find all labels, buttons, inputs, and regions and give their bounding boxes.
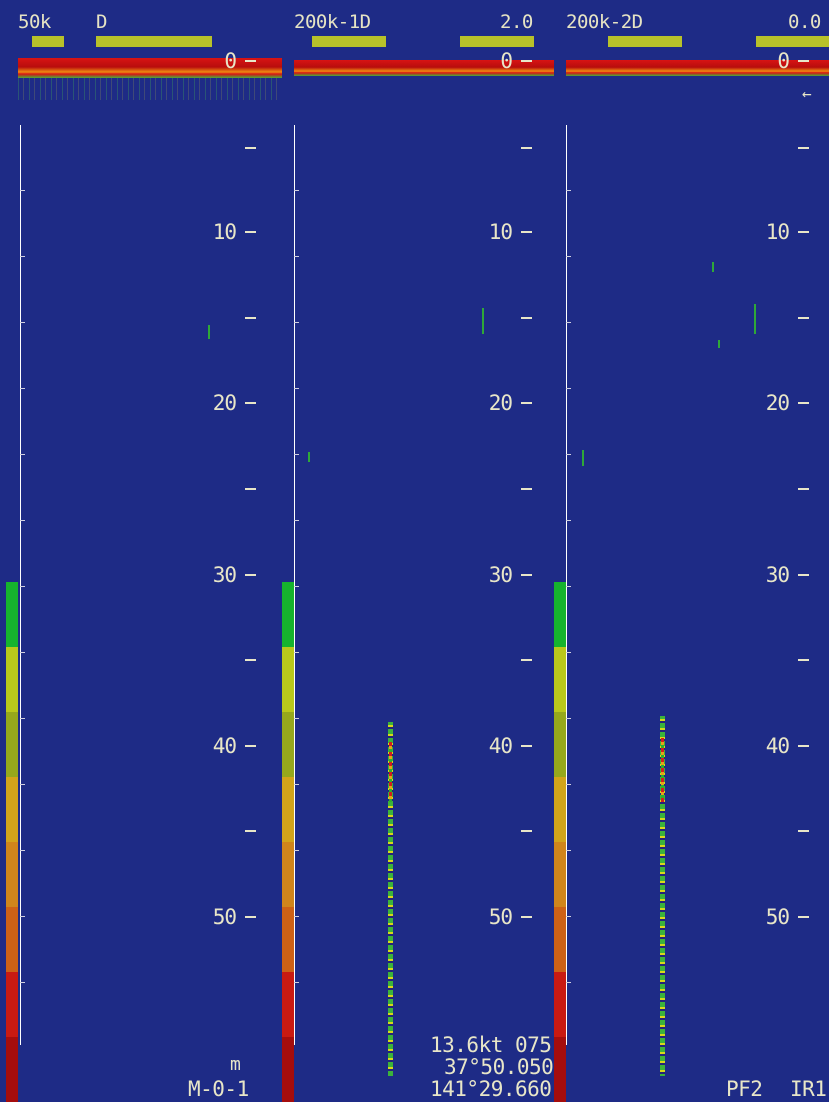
frequency-label: 200k-2D: [566, 11, 643, 33]
range-indicator-short[interactable]: [608, 36, 682, 47]
fish-echo-trace: [208, 325, 210, 339]
status-label-left: PF2: [726, 1077, 763, 1101]
frequency-label: 50k: [18, 11, 51, 33]
depth-tick-25: [521, 488, 532, 490]
depth-tick-35: [798, 659, 809, 661]
depth-tick-20: [521, 402, 532, 404]
depth-tick-10: [245, 231, 256, 233]
range-indicator-long[interactable]: [460, 36, 534, 47]
depth-tick-50: [798, 916, 809, 918]
depth-tick-30: [521, 574, 532, 576]
color-scale-bar-3: [554, 582, 566, 1102]
depth-tick-30: [245, 574, 256, 576]
depth-tick-5: [798, 147, 809, 149]
depth-label-30: 30: [765, 563, 790, 587]
depth-unit-label: m: [230, 1054, 241, 1075]
depth-tick-15: [521, 317, 532, 319]
depth-tick-20: [245, 402, 256, 404]
depth-tick-50: [245, 916, 256, 918]
depth-tick-40: [521, 745, 532, 747]
depth-tick-45: [798, 830, 809, 832]
depth-tick-15: [798, 317, 809, 319]
depth-label-50: 50: [488, 905, 513, 929]
depth-tick-10: [521, 231, 532, 233]
depth-label-50: 50: [212, 905, 237, 929]
color-scale-bar-2: [282, 582, 294, 1102]
depth-tick-25: [798, 488, 809, 490]
depth-tick-20: [798, 402, 809, 404]
status-label-right: IR1: [790, 1077, 827, 1101]
surface-echo: [18, 58, 282, 78]
panel-header: 200k-2D 0.0: [566, 0, 829, 58]
depth-tick-25: [245, 488, 256, 490]
range-indicator-short[interactable]: [32, 36, 64, 47]
bottom-echo-column: [660, 716, 665, 1076]
surface-clutter: [18, 78, 282, 100]
depth-label-20: 20: [212, 391, 237, 415]
range-indicator-long[interactable]: [96, 36, 212, 47]
depth-tick-0: [245, 60, 256, 62]
depth-tick-35: [245, 659, 256, 661]
depth-tick-5: [521, 147, 532, 149]
range-indicator-long[interactable]: [756, 36, 829, 47]
depth-label-0: 0: [777, 49, 790, 73]
bottom-echo-core: [389, 742, 392, 802]
depth-label-10: 10: [488, 220, 513, 244]
depth-label-10: 10: [212, 220, 237, 244]
echogram-panel-200k-2d: 200k-2D 0.0 ← 0 10 20 30 40 50 PF2 IR1: [566, 0, 829, 1102]
depth-label-0: 0: [224, 49, 237, 73]
depth-tick-0: [521, 60, 532, 62]
range-indicator-short[interactable]: [312, 36, 386, 47]
bottom-echo-column: [388, 722, 393, 1076]
gain-value: 0.0: [788, 11, 821, 33]
depth-tick-15: [245, 317, 256, 319]
echogram-panel-50k: 50k D 0 10 20 30 40 50 m M-0-1: [18, 0, 282, 1102]
surface-echo: [566, 60, 829, 76]
depth-tick-0: [798, 60, 809, 62]
depth-tick-45: [245, 830, 256, 832]
longitude-readout: 141°29.660'E: [430, 1077, 554, 1101]
depth-label-50: 50: [765, 905, 790, 929]
depth-tick-35: [521, 659, 532, 661]
mode-status-label: M-0-1: [188, 1077, 249, 1101]
depth-label-20: 20: [765, 391, 790, 415]
fish-echo-trace: [582, 450, 584, 466]
depth-label-0: 0: [500, 49, 513, 73]
depth-tick-30: [798, 574, 809, 576]
depth-label-40: 40: [765, 734, 790, 758]
fish-echo-trace: [754, 304, 756, 334]
bottom-echo-core: [661, 738, 664, 802]
speed-heading-readout: 13.6kt 075°T: [430, 1033, 554, 1057]
echogram-panel-200k-1d: 200k-1D 2.0 0 10 20 30 40 50 13.6kt 075°…: [294, 0, 554, 1102]
depth-guide-ticks: [566, 125, 571, 1045]
depth-label-30: 30: [488, 563, 513, 587]
fish-echo-trace: [712, 262, 714, 272]
depth-label-30: 30: [212, 563, 237, 587]
fish-echo-trace: [718, 340, 720, 348]
depth-tick-50: [521, 916, 532, 918]
panel-header: 200k-1D 2.0: [294, 0, 554, 58]
depth-guide-ticks: [20, 125, 25, 1045]
surface-echo: [294, 60, 554, 76]
latitude-readout: 37°50.050'N: [444, 1055, 554, 1079]
panel-header: 50k D: [18, 0, 282, 58]
depth-tick-45: [521, 830, 532, 832]
left-arrow-icon[interactable]: ←: [802, 84, 812, 103]
mode-label: D: [96, 11, 107, 33]
gain-value: 2.0: [500, 11, 533, 33]
color-scale-bar-1: [6, 582, 18, 1102]
depth-label-40: 40: [212, 734, 237, 758]
depth-guide-ticks: [294, 125, 299, 1045]
frequency-label: 200k-1D: [294, 11, 371, 33]
depth-label-20: 20: [488, 391, 513, 415]
fish-echo-trace: [308, 452, 310, 462]
depth-tick-40: [798, 745, 809, 747]
depth-tick-10: [798, 231, 809, 233]
depth-label-40: 40: [488, 734, 513, 758]
depth-tick-5: [245, 147, 256, 149]
depth-label-10: 10: [765, 220, 790, 244]
fish-echo-trace: [482, 308, 484, 334]
depth-tick-40: [245, 745, 256, 747]
